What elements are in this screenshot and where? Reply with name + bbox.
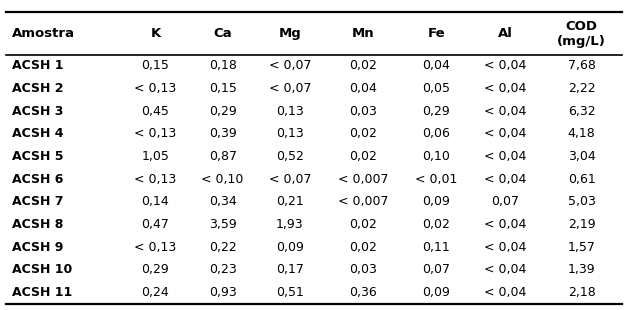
Text: < 0,07: < 0,07	[269, 60, 311, 73]
Text: Mn: Mn	[352, 27, 374, 40]
Text: < 0,04: < 0,04	[484, 60, 527, 73]
Text: 0,03: 0,03	[349, 105, 377, 118]
Text: < 0,04: < 0,04	[484, 241, 527, 254]
Text: 0,39: 0,39	[208, 127, 237, 140]
Text: 0,04: 0,04	[349, 82, 377, 95]
Text: ACSH 10: ACSH 10	[12, 263, 72, 276]
Text: ACSH 11: ACSH 11	[12, 286, 72, 299]
Text: < 0,007: < 0,007	[338, 195, 388, 208]
Text: 0,13: 0,13	[276, 105, 304, 118]
Text: 0,15: 0,15	[141, 60, 170, 73]
Text: Fe: Fe	[427, 27, 445, 40]
Text: ACSH 4: ACSH 4	[12, 127, 63, 140]
Text: 0,13: 0,13	[276, 127, 304, 140]
Text: 3,59: 3,59	[208, 218, 237, 231]
Text: ACSH 9: ACSH 9	[12, 241, 63, 254]
Text: 5,03: 5,03	[568, 195, 595, 208]
Text: 0,61: 0,61	[568, 173, 595, 186]
Text: 2,22: 2,22	[568, 82, 595, 95]
Text: K: K	[150, 27, 161, 40]
Text: < 0,13: < 0,13	[134, 127, 176, 140]
Text: ACSH 7: ACSH 7	[12, 195, 63, 208]
Text: 0,02: 0,02	[349, 150, 377, 163]
Text: < 0,04: < 0,04	[484, 82, 527, 95]
Text: 0,15: 0,15	[208, 82, 237, 95]
Text: 4,18: 4,18	[568, 127, 595, 140]
Text: 0,17: 0,17	[276, 263, 304, 276]
Text: ACSH 3: ACSH 3	[12, 105, 63, 118]
Text: 6,32: 6,32	[568, 105, 595, 118]
Text: 1,05: 1,05	[141, 150, 170, 163]
Text: < 0,04: < 0,04	[484, 150, 527, 163]
Text: ACSH 6: ACSH 6	[12, 173, 63, 186]
Text: 0,29: 0,29	[208, 105, 237, 118]
Text: < 0,01: < 0,01	[415, 173, 457, 186]
Text: 0,05: 0,05	[422, 82, 450, 95]
Text: 0,36: 0,36	[349, 286, 377, 299]
Text: < 0,04: < 0,04	[484, 263, 527, 276]
Text: ACSH 2: ACSH 2	[12, 82, 63, 95]
Text: < 0,13: < 0,13	[134, 241, 176, 254]
Text: 0,07: 0,07	[422, 263, 450, 276]
Text: < 0,04: < 0,04	[484, 286, 527, 299]
Text: 0,51: 0,51	[276, 286, 304, 299]
Text: Amostra: Amostra	[12, 27, 75, 40]
Text: 0,29: 0,29	[422, 105, 450, 118]
Text: COD
(mg/L): COD (mg/L)	[557, 20, 606, 47]
Text: 0,04: 0,04	[422, 60, 450, 73]
Text: 0,02: 0,02	[349, 127, 377, 140]
Text: 0,11: 0,11	[422, 241, 450, 254]
Text: 3,04: 3,04	[568, 150, 595, 163]
Text: 0,09: 0,09	[422, 195, 450, 208]
Text: < 0,04: < 0,04	[484, 218, 527, 231]
Text: 0,02: 0,02	[349, 218, 377, 231]
Text: 0,10: 0,10	[422, 150, 450, 163]
Text: ACSH 1: ACSH 1	[12, 60, 63, 73]
Text: Ca: Ca	[214, 27, 232, 40]
Text: 0,21: 0,21	[276, 195, 304, 208]
Text: 0,02: 0,02	[422, 218, 450, 231]
Text: 0,09: 0,09	[422, 286, 450, 299]
Text: Mg: Mg	[278, 27, 301, 40]
Text: 0,45: 0,45	[141, 105, 170, 118]
Text: < 0,07: < 0,07	[269, 82, 311, 95]
Text: < 0,04: < 0,04	[484, 105, 527, 118]
Text: 1,57: 1,57	[568, 241, 595, 254]
Text: 0,02: 0,02	[349, 241, 377, 254]
Text: Al: Al	[498, 27, 513, 40]
Text: 0,22: 0,22	[208, 241, 237, 254]
Text: 1,39: 1,39	[568, 263, 595, 276]
Text: 1,93: 1,93	[276, 218, 304, 231]
Text: < 0,10: < 0,10	[202, 173, 244, 186]
Text: 0,29: 0,29	[141, 263, 170, 276]
Text: ACSH 5: ACSH 5	[12, 150, 63, 163]
Text: 0,07: 0,07	[492, 195, 519, 208]
Text: ACSH 8: ACSH 8	[12, 218, 63, 231]
Text: < 0,13: < 0,13	[134, 82, 176, 95]
Text: 0,14: 0,14	[141, 195, 170, 208]
Text: 2,19: 2,19	[568, 218, 595, 231]
Text: < 0,007: < 0,007	[338, 173, 388, 186]
Text: 0,02: 0,02	[349, 60, 377, 73]
Text: 0,09: 0,09	[276, 241, 304, 254]
Text: 0,23: 0,23	[208, 263, 237, 276]
Text: < 0,07: < 0,07	[269, 173, 311, 186]
Text: 0,18: 0,18	[208, 60, 237, 73]
Text: < 0,04: < 0,04	[484, 173, 527, 186]
Text: 2,18: 2,18	[568, 286, 595, 299]
Text: 0,87: 0,87	[208, 150, 237, 163]
Text: 0,24: 0,24	[141, 286, 170, 299]
Text: 0,34: 0,34	[208, 195, 237, 208]
Text: 0,47: 0,47	[141, 218, 170, 231]
Text: 0,93: 0,93	[208, 286, 237, 299]
Text: 7,68: 7,68	[568, 60, 595, 73]
Text: < 0,04: < 0,04	[484, 127, 527, 140]
Text: 0,52: 0,52	[276, 150, 304, 163]
Text: 0,06: 0,06	[422, 127, 450, 140]
Text: < 0,13: < 0,13	[134, 173, 176, 186]
Text: 0,03: 0,03	[349, 263, 377, 276]
